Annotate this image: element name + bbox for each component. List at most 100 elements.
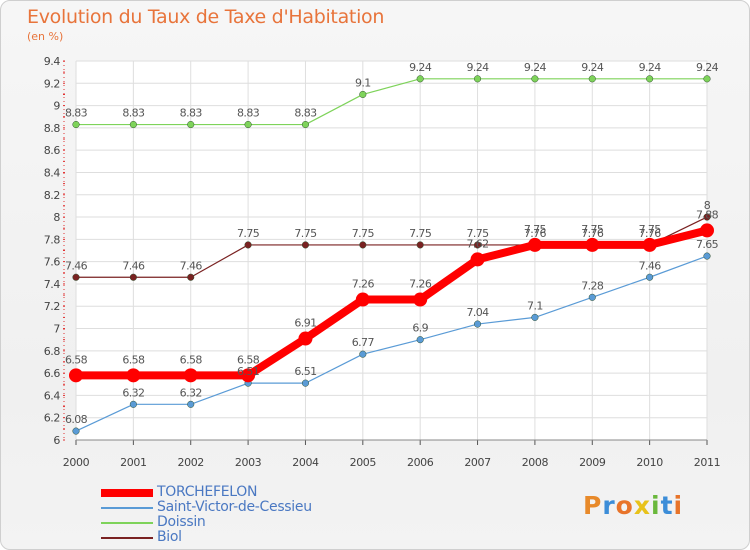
data-point-saint-victor-de-cessieu: [646, 273, 654, 281]
data-point-torchefelon: [700, 223, 714, 238]
data-label-biol: 7.46: [122, 259, 145, 272]
data-label-torchefelon: 6.58: [237, 353, 260, 366]
data-label-torchefelon: 7.75: [581, 223, 604, 236]
legend-label: Doissin: [157, 514, 206, 530]
brand-logo: Proxiti: [583, 491, 683, 520]
x-tick-label: 2006: [407, 456, 434, 469]
data-point-doissin: [129, 120, 137, 129]
y-tick-label: 6: [53, 434, 60, 447]
data-point-biol: [473, 241, 482, 249]
legend-label: TORCHEFELON: [157, 484, 258, 500]
data-point-biol: [187, 273, 195, 281]
data-point-torchefelon: [470, 252, 485, 267]
x-tick-label: 2007: [464, 456, 491, 469]
data-label-torchefelon: 7.26: [352, 278, 375, 291]
data-label-biol: 7.75: [409, 227, 432, 240]
data-point-saint-victor-de-cessieu: [531, 313, 539, 321]
series-doissin: [72, 75, 711, 129]
data-label-torchefelon: 7.75: [639, 223, 662, 236]
data-point-saint-victor-de-cessieu: [187, 400, 195, 408]
brand-letter: x: [633, 491, 651, 520]
series-line-saint-victor-de-cessieu: [75, 255, 708, 432]
data-label-doissin: 8.83: [122, 107, 145, 120]
y-tick-label: 9: [53, 100, 60, 113]
x-tick-label: 2003: [235, 456, 262, 469]
data-point-torchefelon: [642, 237, 657, 252]
y-tick-label: 7: [53, 323, 60, 336]
data-point-doissin: [588, 75, 596, 83]
y-tick-label: 7.6: [44, 256, 61, 269]
data-label-torchefelon: 6.91: [294, 317, 316, 330]
data-point-doissin: [646, 75, 654, 83]
data-label-saint-victor-de-cessieu: 7.28: [581, 279, 604, 292]
y-tick-label: 7.2: [44, 300, 60, 313]
y-tick-label: 9.4: [44, 55, 61, 68]
data-label-torchefelon: 7.26: [409, 278, 432, 291]
data-label-torchefelon: 6.58: [65, 353, 88, 366]
data-point-torchefelon: [298, 331, 313, 346]
data-point-torchefelon: [69, 368, 83, 383]
data-label-biol: 7.76: [581, 227, 604, 240]
line-chart: 66.26.46.66.877.27.47.67.888.28.48.68.89…: [44, 55, 721, 469]
legend-item: Biol: [101, 529, 361, 545]
data-point-torchefelon: [126, 368, 141, 383]
data-point-torchefelon: [183, 368, 198, 383]
data-point-saint-victor-de-cessieu: [588, 293, 596, 301]
data-label-saint-victor-de-cessieu: 6.08: [65, 413, 88, 426]
data-label-saint-victor-de-cessieu: 6.32: [180, 386, 202, 399]
data-label-doissin: 9.24: [639, 61, 662, 74]
y-tick-label: 7.8: [44, 233, 61, 246]
brand-letter: r: [602, 491, 616, 520]
data-point-doissin: [72, 120, 80, 129]
x-tick-label: 2005: [350, 456, 377, 469]
data-label-doissin: 9.24: [581, 61, 604, 74]
y-tick-label: 6.6: [44, 367, 61, 380]
data-point-saint-victor-de-cessieu: [473, 320, 482, 328]
data-label-biol: 7.46: [180, 259, 203, 272]
data-point-biol: [703, 213, 711, 221]
data-label-saint-victor-de-cessieu: 6.51: [237, 365, 259, 378]
data-label-saint-victor-de-cessieu: 6.77: [352, 336, 375, 349]
legend-label: Saint-Victor-de-Cessieu: [157, 499, 312, 515]
y-tick-label: 7.4: [44, 278, 61, 291]
series-lines: [69, 75, 714, 435]
data-label-biol: 7.76: [639, 227, 662, 240]
data-point-biol: [359, 241, 367, 249]
y-tick-label: 6.8: [44, 345, 61, 358]
data-point-torchefelon: [527, 237, 542, 252]
data-label-saint-victor-de-cessieu: 7.1: [527, 299, 543, 312]
data-label-doissin: 8.83: [180, 107, 203, 120]
x-tick-label: 2010: [636, 456, 663, 469]
x-tick-label: 2008: [522, 456, 549, 469]
data-label-doissin: 9.24: [696, 61, 719, 74]
series-torchefelon: [69, 223, 714, 383]
data-label-doissin: 8.83: [294, 107, 317, 120]
data-label-biol: 7.46: [65, 259, 88, 272]
data-label-saint-victor-de-cessieu: 7.65: [696, 238, 719, 251]
legend-swatch: [101, 507, 153, 509]
data-point-biol: [416, 241, 424, 249]
data-point-saint-victor-de-cessieu: [359, 350, 367, 358]
data-label-torchefelon: 7.62: [466, 237, 488, 250]
data-point-biol: [244, 241, 252, 249]
data-label-torchefelon: 6.58: [180, 353, 203, 366]
data-point-saint-victor-de-cessieu: [72, 427, 80, 435]
brand-letter: o: [615, 491, 634, 520]
data-point-doissin: [703, 75, 711, 83]
data-label-doissin: 9.1: [355, 76, 371, 89]
data-label-saint-victor-de-cessieu: 7.04: [466, 306, 489, 319]
x-tick-label: 2001: [120, 456, 146, 469]
x-tick-label: 2004: [292, 456, 319, 469]
data-point-torchefelon: [585, 237, 600, 252]
data-label-doissin: 9.24: [524, 61, 547, 74]
data-label-torchefelon: 7.75: [524, 223, 547, 236]
data-label-doissin: 9.24: [466, 61, 489, 74]
data-label-saint-victor-de-cessieu: 6.51: [294, 365, 316, 378]
legend-item: Doissin: [101, 514, 361, 530]
data-point-saint-victor-de-cessieu: [703, 252, 711, 260]
y-tick-label: 8: [53, 211, 60, 224]
y-tick-label: 8.6: [44, 144, 61, 157]
brand-letter: P: [583, 491, 603, 520]
data-point-doissin: [359, 90, 367, 98]
